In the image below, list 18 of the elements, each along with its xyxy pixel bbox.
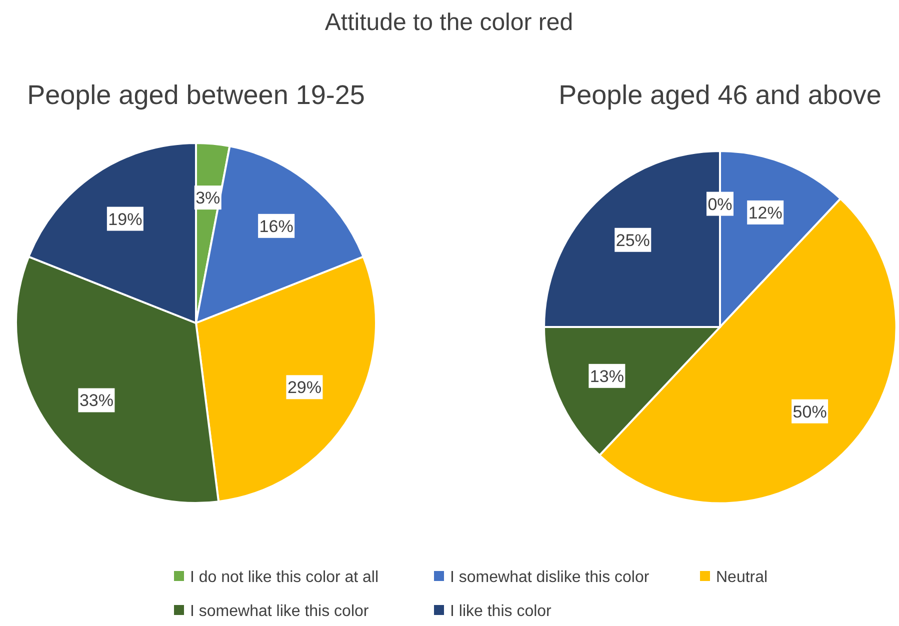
data-label: 19%	[108, 210, 142, 229]
legend-label: Neutral	[716, 569, 768, 586]
data-label: 50%	[792, 402, 827, 422]
data-label: 3%	[196, 188, 220, 208]
data-label: 33%	[79, 391, 114, 410]
text: 0%	[708, 194, 732, 214]
chart-title: Attitude to the color red	[324, 9, 574, 36]
legend-label: I somewhat dislike this color	[450, 569, 650, 586]
legend-label: I somewhat like this color	[190, 603, 370, 620]
data-label: 29%	[287, 378, 322, 398]
legend-label: I like this color	[450, 603, 552, 620]
data-label: 16%	[259, 216, 294, 236]
slice-label: People aged 46 and above	[558, 80, 882, 110]
legend-label: I do not like this color at all	[190, 569, 379, 586]
data-label: 12%	[748, 203, 782, 222]
data-label: 25%	[616, 230, 650, 250]
slice-label: People aged between 19-25	[27, 80, 365, 110]
data-label: 13%	[590, 366, 624, 386]
